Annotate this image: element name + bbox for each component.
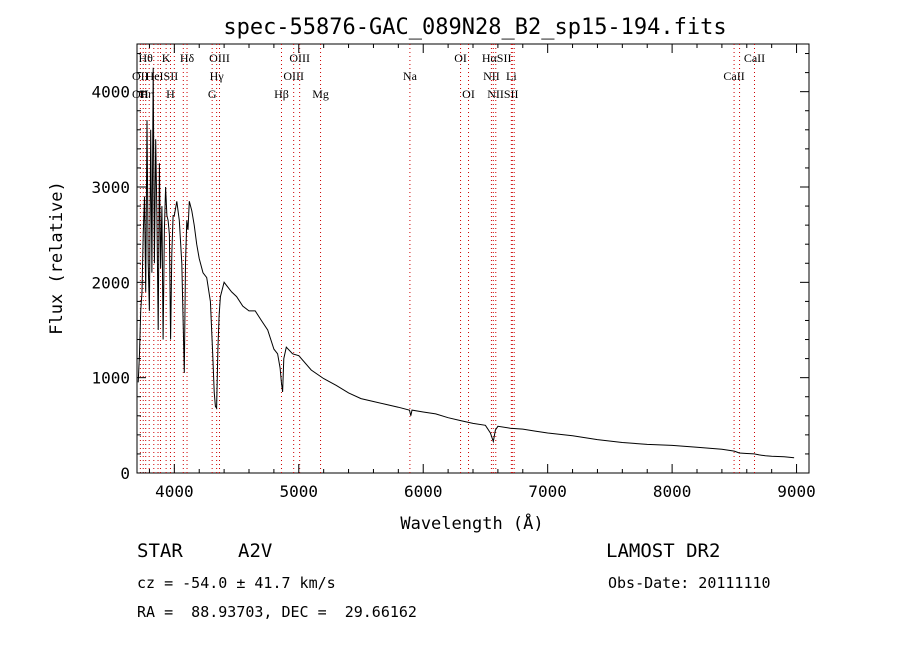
spectral-line-markers xyxy=(139,44,755,473)
spectral-line-label: OI xyxy=(454,51,467,65)
y-axis-label: Flux (relative) xyxy=(47,181,67,335)
spectral-line-label: H xyxy=(166,87,175,101)
survey-name: LAMOST DR2 xyxy=(606,540,721,562)
spectral-line-label: NIISII xyxy=(487,87,518,101)
x-tick-label: 5000 xyxy=(280,482,319,501)
spectral-line-label: Hδ xyxy=(180,51,195,65)
x-tick-label: 4000 xyxy=(155,482,194,501)
spectral-line-label: OIII xyxy=(283,69,304,83)
y-tick-label: 1000 xyxy=(91,369,130,388)
spectral-line-label: Li xyxy=(506,69,517,83)
spectral-line-label: Mg xyxy=(312,87,329,101)
spectral-line-label: Hγ xyxy=(210,69,225,83)
spectral-line-label: OII xyxy=(132,69,149,83)
chart-title: spec-55876-GAC_089N28_B2_sp15-194.fits xyxy=(223,15,726,40)
x-tick-label: 8000 xyxy=(653,482,692,501)
spectral-line-label: OI xyxy=(462,87,475,101)
x-axis-ticks: 4000 5000 6000 7000 8000 9000 xyxy=(148,44,816,501)
x-axis-label: Wavelength (Å) xyxy=(400,512,543,534)
y-tick-label: 4000 xyxy=(91,83,130,102)
obs-date: Obs-Date: 20111110 xyxy=(608,574,771,592)
spectral-line-label: Hη xyxy=(139,87,154,101)
spectral-line-label: Hβ xyxy=(274,87,289,101)
y-axis-ticks: 0 1000 2000 3000 4000 xyxy=(91,53,809,483)
y-tick-label: 0 xyxy=(120,464,130,483)
x-tick-label: 9000 xyxy=(777,482,816,501)
spectral-line-label: HαSII xyxy=(482,51,512,65)
spectral-line-label: OIII xyxy=(289,51,310,65)
object-class: STAR xyxy=(137,540,183,562)
spectral-line-label: HeISII xyxy=(146,69,179,83)
spectral-line-label: Na xyxy=(403,69,418,83)
spectral-line-label: Hθ xyxy=(139,51,154,65)
plot-frame xyxy=(136,43,810,474)
spectral-line-label: NII xyxy=(483,69,500,83)
spectral-subclass: A2V xyxy=(238,540,273,562)
x-tick-label: 7000 xyxy=(528,482,567,501)
y-tick-label: 2000 xyxy=(91,273,130,292)
spectral-line-label: K xyxy=(162,51,171,65)
spectral-line-label: OIII xyxy=(209,51,230,65)
y-tick-label: 3000 xyxy=(91,178,130,197)
x-tick-label: 6000 xyxy=(404,482,443,501)
spectral-line-label: OII xyxy=(132,87,149,101)
spectrum-line xyxy=(137,67,795,459)
spectral-line-label: CaII xyxy=(723,69,744,83)
velocity-readout: cz = -54.0 ± 41.7 km/s xyxy=(137,574,336,592)
spectral-line-label: G xyxy=(208,87,217,101)
spectral-line-label: CaII xyxy=(744,51,765,65)
coordinates-readout: RA = 88.93703, DEC = 29.66162 xyxy=(137,603,417,621)
